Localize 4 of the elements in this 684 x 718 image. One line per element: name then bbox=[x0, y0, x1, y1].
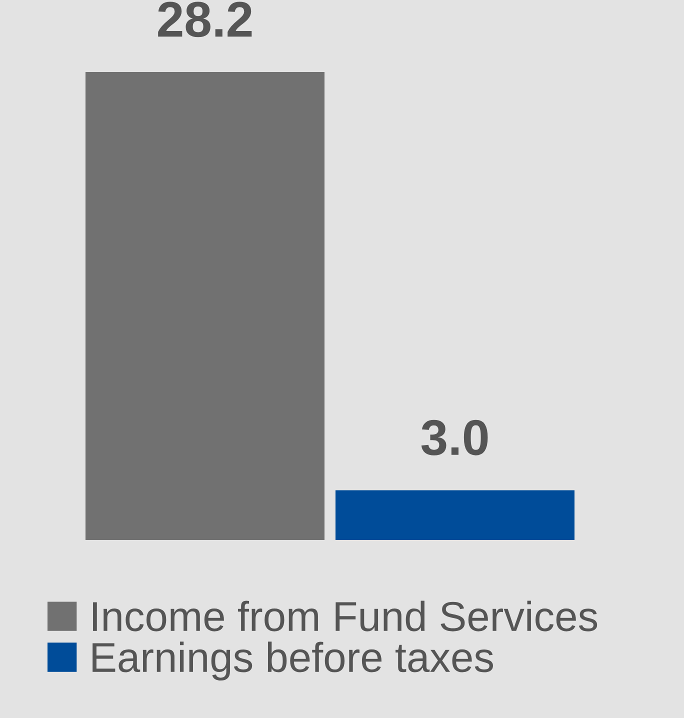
legend-label: Income from Fund Services bbox=[93, 600, 598, 632]
legend-label: Earnings before taxes bbox=[92, 642, 493, 680]
data-label: 3.0 bbox=[421, 420, 488, 456]
data-label: 28.2 bbox=[158, 2, 252, 38]
